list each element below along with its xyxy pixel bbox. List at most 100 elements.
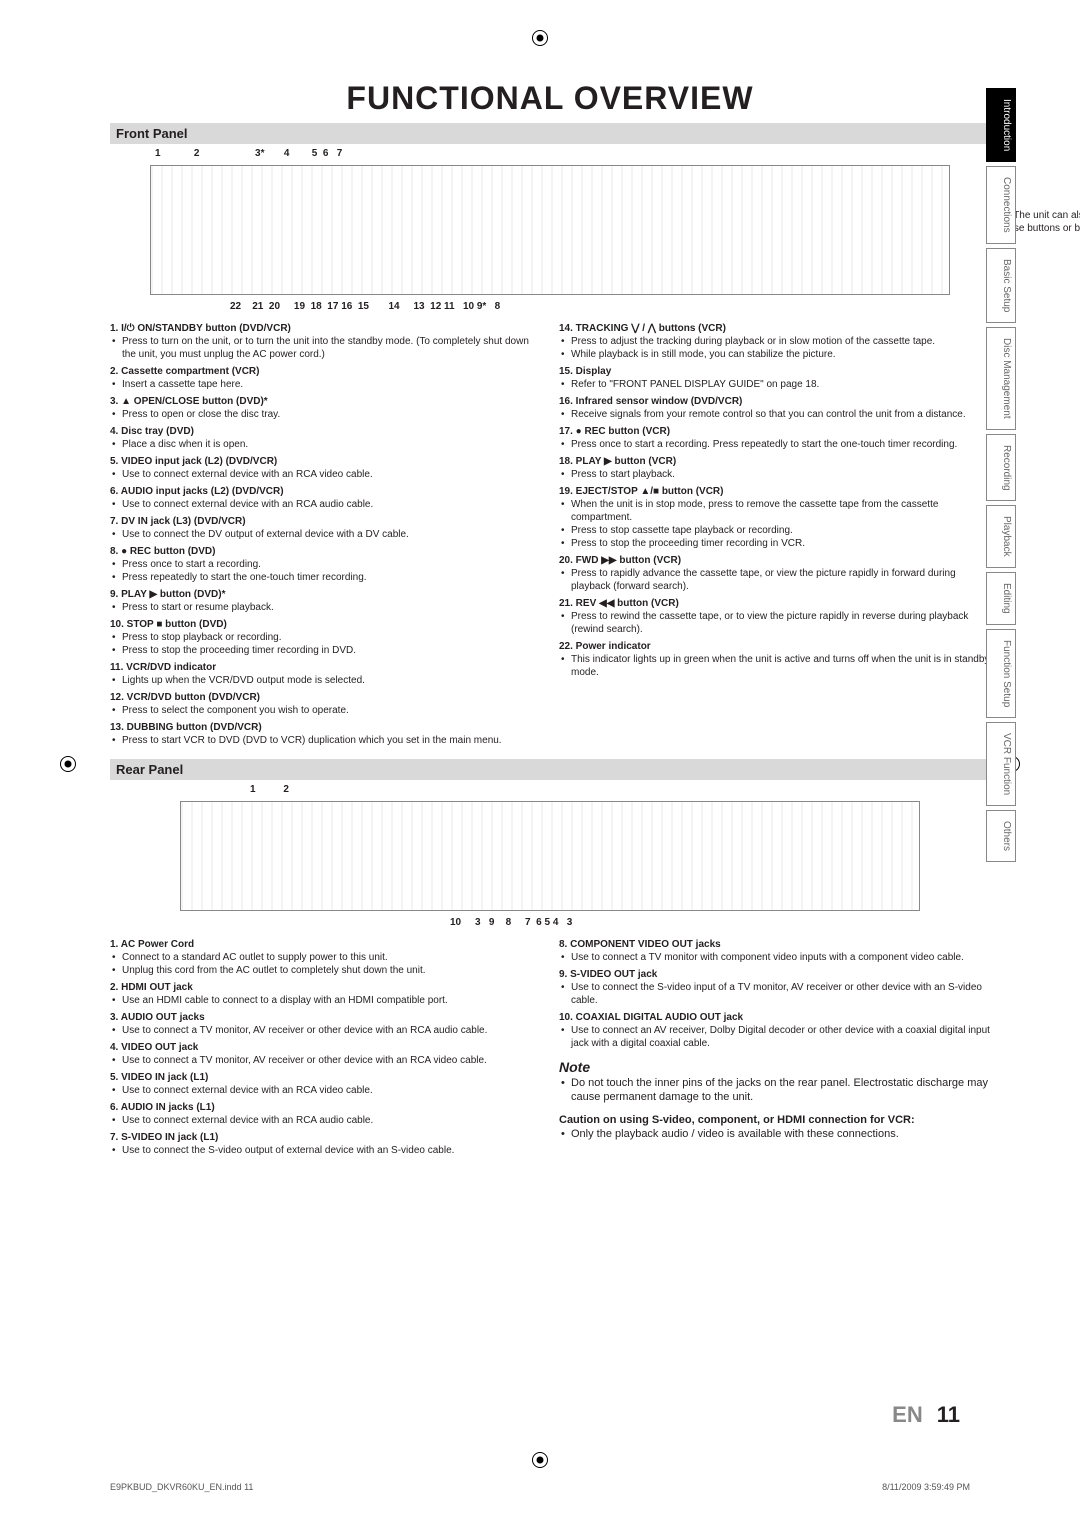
item-bullet: When the unit is in stop mode, press to … xyxy=(559,498,990,524)
item-bullet: Use to connect a TV monitor with compone… xyxy=(559,951,990,964)
manual-page: FUNCTIONAL OVERVIEW Front Panel 1 2 3* 4… xyxy=(0,0,1080,1528)
item-heading: 4. VIDEO OUT jack xyxy=(110,1041,541,1054)
item-bullet: Use to connect the S-video input of a TV… xyxy=(559,981,990,1007)
item-heading: 1. I/⏻ ON/STANDBY button (DVD/VCR) xyxy=(110,322,541,335)
page-number: EN11 xyxy=(892,1402,960,1428)
item-bullet: Use to connect the S-video output of ext… xyxy=(110,1144,541,1157)
item-bullet: Place a disc when it is open. xyxy=(110,438,541,451)
item-heading: 7. S-VIDEO IN jack (L1) xyxy=(110,1131,541,1144)
item-bullet: Use to connect external device with an R… xyxy=(110,1084,541,1097)
item-bullet: Press to stop the proceeding timer recor… xyxy=(559,537,990,550)
section-tabs: Introduction Connections Basic Setup Disc M… xyxy=(986,88,1016,862)
footer-timestamp: 8/11/2009 3:59:49 PM xyxy=(882,1482,970,1492)
item-heading: 8. COMPONENT VIDEO OUT jacks xyxy=(559,938,990,951)
item-bullet: Press once to start a recording. xyxy=(110,558,541,571)
registration-mark-bottom xyxy=(532,1452,548,1468)
tab-others[interactable]: Others xyxy=(986,810,1016,862)
item-heading: 13. DUBBING button (DVD/VCR) xyxy=(110,721,541,734)
item-bullet: Press repeatedly to start the one-touch … xyxy=(110,571,541,584)
item-bullet: Press to rewind the cassette tape, or to… xyxy=(559,610,990,636)
rear-bottom-callouts: 10 3 9 8 7 6 5 4 3 xyxy=(110,915,990,934)
item-heading: 9. S-VIDEO OUT jack xyxy=(559,968,990,981)
tab-basic-setup[interactable]: Basic Setup xyxy=(986,248,1016,323)
item-heading: 12. VCR/DVD button (DVD/VCR) xyxy=(110,691,541,704)
tab-introduction[interactable]: Introduction xyxy=(986,88,1016,162)
item-heading: 2. HDMI OUT jack xyxy=(110,981,541,994)
tab-connections[interactable]: Connections xyxy=(986,166,1016,244)
item-heading: 10. COAXIAL DIGITAL AUDIO OUT jack xyxy=(559,1011,990,1024)
caution-bullet: Only the playback audio / video is avail… xyxy=(559,1127,990,1141)
tab-function-setup[interactable]: Function Setup xyxy=(986,629,1016,718)
item-bullet: Use to connect an AV receiver, Dolby Dig… xyxy=(559,1024,990,1050)
item-bullet: Press to open or close the disc tray. xyxy=(110,408,541,421)
item-bullet: Connect to a standard AC outlet to suppl… xyxy=(110,951,541,964)
item-heading: 1. AC Power Cord xyxy=(110,938,541,951)
item-heading: 7. DV IN jack (L3) (DVD/VCR) xyxy=(110,515,541,528)
page-title: FUNCTIONAL OVERVIEW xyxy=(110,80,990,117)
item-bullet: Press once to start a recording. Press r… xyxy=(559,438,990,451)
item-bullet: Refer to "FRONT PANEL DISPLAY GUIDE" on … xyxy=(559,378,990,391)
item-bullet: Press to start VCR to DVD (DVD to VCR) d… xyxy=(110,734,541,747)
item-bullet: Receive signals from your remote control… xyxy=(559,408,990,421)
print-footer: E9PKBUD_DKVR60KU_EN.indd 11 8/11/2009 3:… xyxy=(110,1482,970,1492)
registration-mark-top xyxy=(532,30,548,46)
item-bullet: Insert a cassette tape here. xyxy=(110,378,541,391)
item-bullet: Unplug this cord from the AC outlet to c… xyxy=(110,964,541,977)
item-bullet: Press to turn on the unit, or to turn th… xyxy=(110,335,541,361)
item-bullet: Use to connect a TV monitor, AV receiver… xyxy=(110,1024,541,1037)
item-heading: 2. Cassette compartment (VCR) xyxy=(110,365,541,378)
item-heading: 15. Display xyxy=(559,365,990,378)
item-heading: 22. Power indicator xyxy=(559,640,990,653)
item-heading: 17. ● REC button (VCR) xyxy=(559,425,990,438)
rear-panel-left-column: 1. AC Power CordConnect to a standard AC… xyxy=(110,934,541,1157)
item-bullet: Use to connect the DV output of external… xyxy=(110,528,541,541)
item-bullet: Use an HDMI cable to connect to a displa… xyxy=(110,994,541,1007)
item-bullet: Press to stop the proceeding timer recor… xyxy=(110,644,541,657)
item-heading: 5. VIDEO input jack (L2) (DVD/VCR) xyxy=(110,455,541,468)
item-heading: 16. Infrared sensor window (DVD/VCR) xyxy=(559,395,990,408)
registration-mark-left xyxy=(60,756,76,772)
front-panel-heading: Front Panel xyxy=(110,123,990,144)
front-panel-right-column: 14. TRACKING ⋁ / ⋀ buttons (VCR)Press to… xyxy=(559,318,990,747)
note-heading: Note xyxy=(559,1058,990,1076)
item-bullet: Use to connect external device with an R… xyxy=(110,468,541,481)
item-heading: 11. VCR/DVD indicator xyxy=(110,661,541,674)
front-panel-columns: 1. I/⏻ ON/STANDBY button (DVD/VCR)Press … xyxy=(110,318,990,747)
front-bottom-callouts: 22 21 20 19 18 17 16 15 14 13 12 11 10 9… xyxy=(110,299,990,318)
item-bullet: Use to connect external device with an R… xyxy=(110,1114,541,1127)
tab-playback[interactable]: Playback xyxy=(986,505,1016,568)
item-heading: 10. STOP ■ button (DVD) xyxy=(110,618,541,631)
item-bullet: While playback is in still mode, you can… xyxy=(559,348,990,361)
item-heading: 9. PLAY ▶ button (DVD)* xyxy=(110,588,541,601)
item-bullet: Press to adjust the tracking during play… xyxy=(559,335,990,348)
item-bullet: Use to connect external device with an R… xyxy=(110,498,541,511)
tab-editing[interactable]: Editing xyxy=(986,572,1016,625)
rear-panel-columns: 1. AC Power CordConnect to a standard AC… xyxy=(110,934,990,1157)
item-heading: 6. AUDIO IN jacks (L1) xyxy=(110,1101,541,1114)
item-bullet: Press to select the component you wish t… xyxy=(110,704,541,717)
item-heading: 3. AUDIO OUT jacks xyxy=(110,1011,541,1024)
front-panel-diagram xyxy=(150,165,950,295)
item-bullet: Press to rapidly advance the cassette ta… xyxy=(559,567,990,593)
item-bullet: Press to stop cassette tape playback or … xyxy=(559,524,990,537)
front-top-callouts: 1 2 3* 4 5 6 7 xyxy=(110,148,990,159)
note-bullet: Do not touch the inner pins of the jacks… xyxy=(559,1076,990,1105)
item-bullet: Press to stop playback or recording. xyxy=(110,631,541,644)
rear-top-callouts: 1 2 xyxy=(110,784,990,795)
caution-heading: Caution on using S-video, component, or … xyxy=(559,1113,990,1127)
tab-disc-management[interactable]: Disc Management xyxy=(986,327,1016,430)
item-heading: 5. VIDEO IN jack (L1) xyxy=(110,1071,541,1084)
footer-file: E9PKBUD_DKVR60KU_EN.indd 11 xyxy=(110,1482,253,1492)
item-bullet: Press to start or resume playback. xyxy=(110,601,541,614)
item-bullet: Use to connect a TV monitor, AV receiver… xyxy=(110,1054,541,1067)
item-bullet: Lights up when the VCR/DVD output mode i… xyxy=(110,674,541,687)
rear-panel-heading: Rear Panel xyxy=(110,759,990,780)
item-heading: 18. PLAY ▶ button (VCR) xyxy=(559,455,990,468)
rear-panel-right-column: 8. COMPONENT VIDEO OUT jacksUse to conne… xyxy=(559,934,990,1157)
item-heading: 14. TRACKING ⋁ / ⋀ buttons (VCR) xyxy=(559,322,990,335)
item-heading: 21. REV ◀◀ button (VCR) xyxy=(559,597,990,610)
tab-vcr-function[interactable]: VCR Function xyxy=(986,722,1016,806)
item-heading: 8. ● REC button (DVD) xyxy=(110,545,541,558)
front-panel-left-column: 1. I/⏻ ON/STANDBY button (DVD/VCR)Press … xyxy=(110,318,541,747)
tab-recording[interactable]: Recording xyxy=(986,434,1016,502)
